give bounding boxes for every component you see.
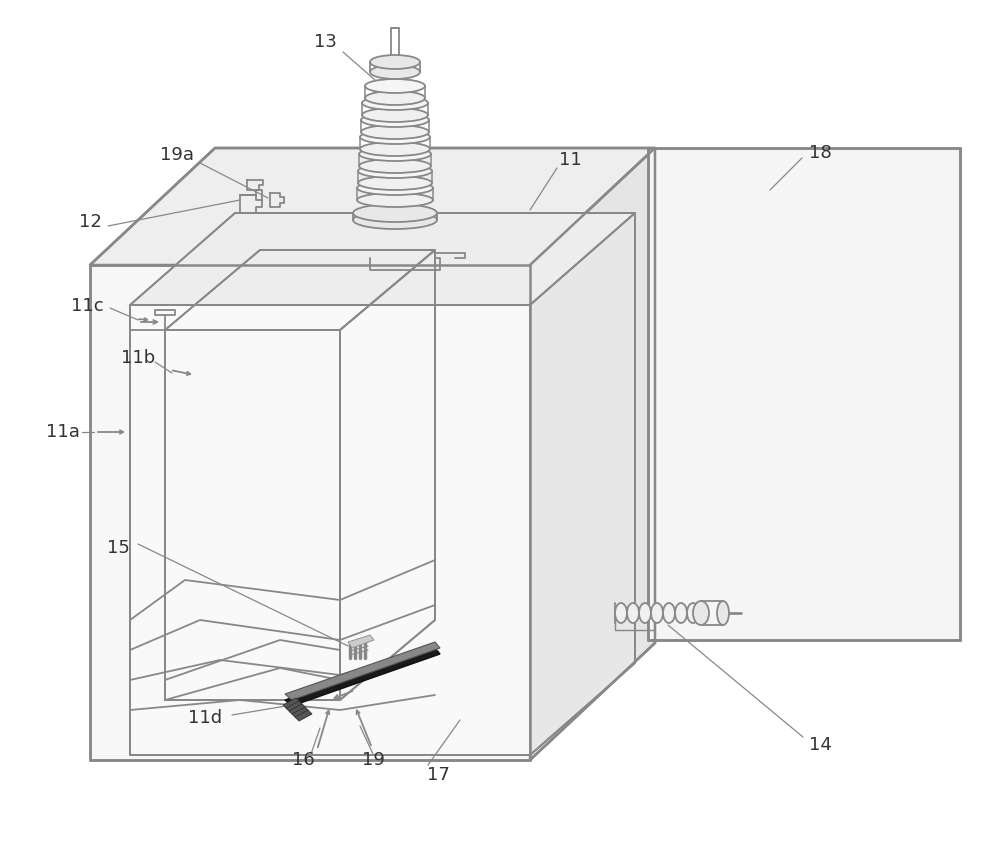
Ellipse shape [362, 108, 428, 122]
Ellipse shape [687, 603, 699, 623]
Ellipse shape [717, 601, 729, 625]
Polygon shape [130, 305, 530, 755]
Ellipse shape [370, 65, 420, 79]
Ellipse shape [361, 125, 429, 139]
Text: 19: 19 [362, 751, 384, 769]
Ellipse shape [639, 603, 651, 623]
Ellipse shape [358, 164, 432, 178]
Ellipse shape [693, 601, 709, 625]
Ellipse shape [359, 159, 431, 173]
Ellipse shape [358, 176, 432, 190]
Text: 13: 13 [314, 33, 336, 51]
Ellipse shape [365, 91, 425, 105]
Ellipse shape [359, 147, 431, 161]
Text: 19a: 19a [160, 146, 194, 164]
Polygon shape [295, 710, 312, 721]
Polygon shape [286, 701, 303, 712]
Text: 16: 16 [292, 751, 314, 769]
Text: 11d: 11d [188, 709, 222, 727]
Text: 11b: 11b [121, 349, 155, 367]
Text: 17: 17 [427, 766, 449, 784]
Text: 15: 15 [107, 539, 129, 557]
Ellipse shape [360, 142, 430, 156]
Text: 11c: 11c [71, 297, 103, 315]
Ellipse shape [675, 603, 687, 623]
Text: 11a: 11a [46, 423, 80, 441]
Polygon shape [530, 148, 655, 760]
Polygon shape [90, 265, 530, 760]
Polygon shape [285, 648, 440, 706]
Polygon shape [648, 148, 960, 640]
Ellipse shape [361, 113, 429, 127]
Polygon shape [130, 213, 635, 305]
Polygon shape [283, 698, 300, 709]
Ellipse shape [353, 204, 437, 222]
Ellipse shape [362, 96, 428, 110]
Polygon shape [289, 704, 306, 715]
Polygon shape [292, 707, 309, 718]
Ellipse shape [615, 603, 627, 623]
Ellipse shape [627, 603, 639, 623]
Ellipse shape [353, 211, 437, 229]
Ellipse shape [360, 130, 430, 144]
Ellipse shape [663, 603, 675, 623]
Polygon shape [90, 148, 655, 265]
Ellipse shape [357, 193, 433, 207]
Text: 14: 14 [809, 736, 831, 754]
Ellipse shape [651, 603, 663, 623]
Ellipse shape [370, 55, 420, 69]
Text: 11: 11 [559, 151, 581, 169]
Text: 12: 12 [79, 213, 101, 231]
Ellipse shape [357, 181, 433, 195]
Polygon shape [530, 213, 635, 755]
Polygon shape [348, 635, 374, 648]
Text: 18: 18 [809, 144, 831, 162]
Ellipse shape [365, 79, 425, 93]
Polygon shape [285, 642, 440, 700]
